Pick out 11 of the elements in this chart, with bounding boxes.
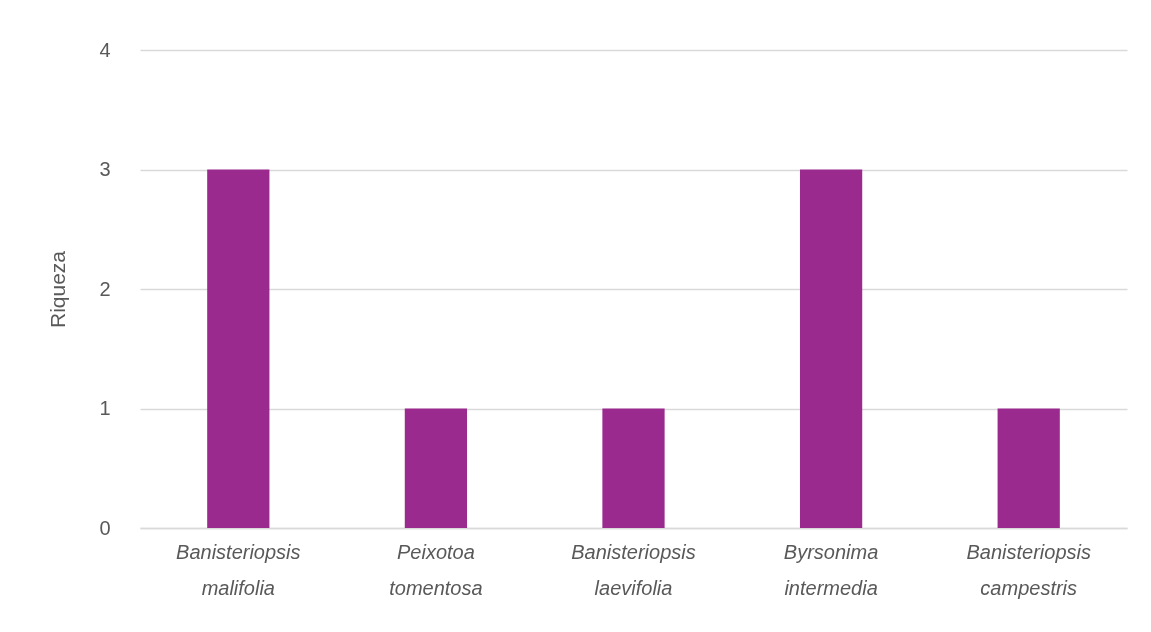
y-tick-label: 4 <box>99 38 111 61</box>
y-axis-title: Riqueza <box>46 250 70 329</box>
x-tick-label: Peixotoa tomentosa <box>389 540 483 599</box>
x-tick-label: Banisteriopsis laevifolia <box>571 540 696 599</box>
x-tick-label: Banisteriopsis malifolia <box>176 540 301 599</box>
y-tick-label: 1 <box>99 397 111 419</box>
y-tick-label: 0 <box>99 516 111 539</box>
y-tick-label: 2 <box>99 277 111 300</box>
x-tick-label: Byrsonima intermedia <box>783 540 879 599</box>
y-tick-label: 3 <box>99 158 111 180</box>
x-tick-label: Banisteriopsis campestris <box>966 540 1091 599</box>
